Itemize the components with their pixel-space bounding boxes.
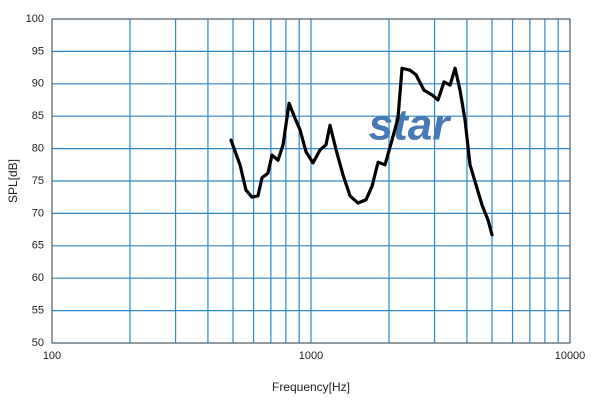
y-axis-label: SPL[dB]: [6, 159, 20, 203]
y-tick-label: 80: [32, 143, 44, 155]
y-tick-label: 100: [26, 13, 44, 25]
y-tick-label: 55: [32, 305, 44, 317]
y-tick-label: 70: [32, 207, 44, 219]
watermark-logo: star: [369, 101, 453, 150]
y-tick-label: 90: [32, 78, 44, 90]
y-tick-label: 60: [32, 272, 44, 284]
plot-frame: [51, 18, 571, 344]
y-tick-label: 75: [32, 175, 44, 187]
x-tick-label: 10000: [555, 350, 586, 362]
x-axis-label: Frequency[Hz]: [272, 380, 350, 394]
y-tick-label: 50: [32, 337, 44, 349]
data-line: [229, 66, 494, 237]
x-tick-label: 1000: [299, 350, 323, 362]
y-tick-label: 85: [32, 110, 44, 122]
x-tick-label: 100: [43, 350, 61, 362]
y-tick-label: 95: [32, 45, 44, 57]
y-tick-label: 65: [32, 240, 44, 252]
